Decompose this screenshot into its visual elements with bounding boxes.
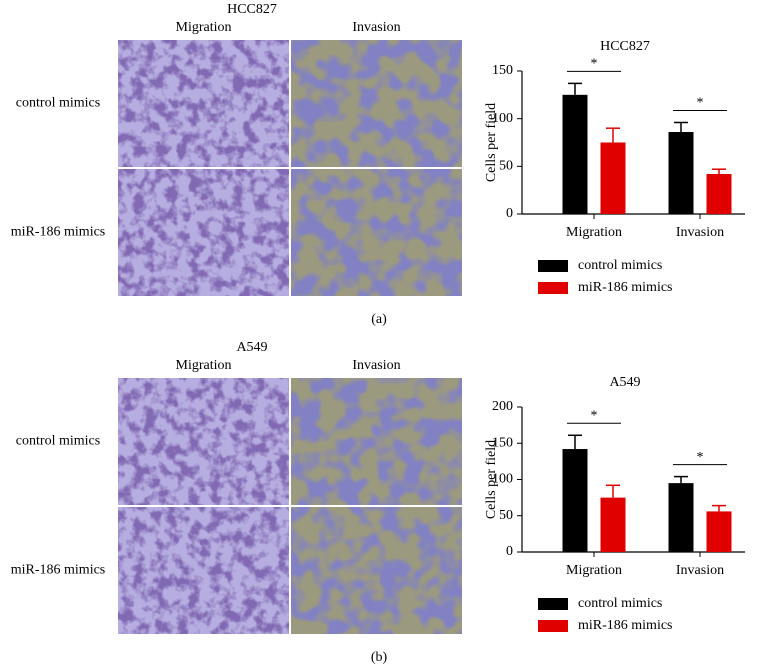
bar bbox=[600, 142, 626, 214]
bar bbox=[706, 173, 732, 214]
bar bbox=[668, 132, 694, 214]
panel-caption: (b) bbox=[371, 650, 388, 665]
y-tick-label: 100 bbox=[492, 111, 513, 126]
x-tick-label: Migration bbox=[566, 563, 622, 578]
x-tick-label: Migration bbox=[566, 225, 622, 240]
bar bbox=[562, 449, 588, 552]
micrograph-stain bbox=[291, 507, 462, 634]
legend-label: control mimics bbox=[578, 258, 662, 273]
micrograph-stain bbox=[118, 378, 289, 505]
y-axis-label: Cells per field bbox=[484, 103, 499, 182]
y-axis-label: Cells per field bbox=[484, 440, 499, 519]
y-tick-label: 150 bbox=[492, 435, 513, 450]
legend-label: miR-186 mimics bbox=[578, 618, 673, 633]
micrograph-stain bbox=[118, 169, 289, 296]
legend-label: miR-186 mimics bbox=[578, 280, 673, 295]
micrograph-stain bbox=[291, 378, 462, 505]
significance-mark: * bbox=[591, 408, 598, 423]
chart-title: HCC827 bbox=[600, 39, 650, 54]
y-tick-label: 0 bbox=[506, 544, 513, 559]
row-label: control mimics bbox=[16, 96, 100, 111]
bar bbox=[600, 497, 626, 552]
row-label: miR-186 mimics bbox=[11, 563, 106, 578]
y-tick-label: 150 bbox=[492, 63, 513, 78]
y-tick-label: 200 bbox=[492, 399, 513, 414]
x-tick-label: Invasion bbox=[676, 225, 724, 240]
panel-title: HCC827 bbox=[227, 2, 277, 17]
bar bbox=[706, 511, 732, 552]
bar bbox=[668, 483, 694, 552]
column-label: Invasion bbox=[352, 358, 400, 373]
panel-caption: (a) bbox=[371, 312, 387, 327]
micrograph-stain bbox=[291, 40, 462, 167]
legend-swatch bbox=[538, 260, 568, 272]
legend-swatch bbox=[538, 620, 568, 632]
row-label: miR-186 mimics bbox=[11, 225, 106, 240]
y-tick-label: 50 bbox=[499, 159, 513, 174]
y-tick-label: 50 bbox=[499, 508, 513, 523]
legend-swatch bbox=[538, 282, 568, 294]
column-label: Invasion bbox=[352, 20, 400, 35]
panel-title: A549 bbox=[236, 340, 267, 355]
micrograph-stain bbox=[291, 169, 462, 296]
legend-label: control mimics bbox=[578, 596, 662, 611]
y-tick-label: 100 bbox=[492, 472, 513, 487]
row-label: control mimics bbox=[16, 434, 100, 449]
x-tick-label: Invasion bbox=[676, 563, 724, 578]
column-label: Migration bbox=[176, 20, 232, 35]
micrograph-stain bbox=[118, 507, 289, 634]
bar bbox=[562, 94, 588, 214]
significance-mark: * bbox=[591, 57, 598, 72]
legend-swatch bbox=[538, 598, 568, 610]
significance-mark: * bbox=[697, 96, 704, 111]
significance-mark: * bbox=[697, 450, 704, 465]
micrograph-stain bbox=[118, 40, 289, 167]
column-label: Migration bbox=[176, 358, 232, 373]
y-tick-label: 0 bbox=[506, 206, 513, 221]
chart-title: A549 bbox=[609, 375, 640, 390]
